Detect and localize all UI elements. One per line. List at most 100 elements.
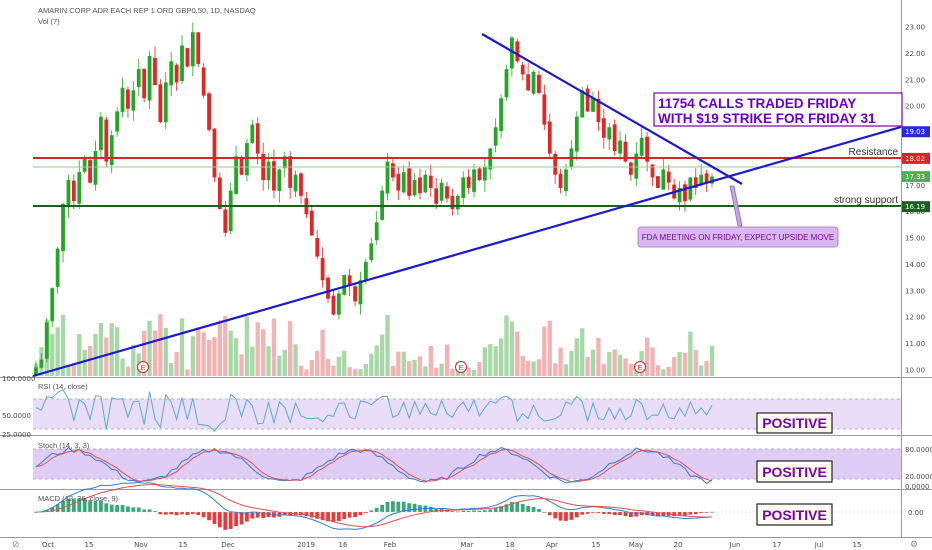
price-axis[interactable]: 23.0022.0021.0020.0019.0018.0017.0016.00…	[905, 24, 925, 375]
earnings-marker[interactable]: E	[634, 361, 646, 373]
volume-bar	[666, 366, 671, 376]
macd-histogram-bar	[553, 512, 558, 519]
price-pane[interactable]	[33, 0, 901, 378]
callout-pointer	[729, 185, 743, 227]
candle-body	[61, 203, 65, 252]
volume-bar	[185, 369, 190, 376]
candle-body	[250, 124, 255, 143]
time-axis[interactable]: Oct 15 Nov 15 Dec 2019 16 Feb Mar 18 Apr 15 May 20 Jun…	[42, 541, 862, 549]
calls-callout-box[interactable]	[653, 92, 903, 127]
candle-body	[418, 177, 422, 194]
macd-histogram-bar	[374, 507, 379, 512]
volume-bar	[244, 316, 250, 376]
macd-histogram-bar	[136, 507, 141, 512]
candle-body	[34, 367, 38, 376]
candle-body	[293, 174, 298, 192]
candle-body	[358, 280, 363, 305]
candle-body	[601, 118, 606, 138]
volume-bar	[109, 323, 114, 376]
macd-histogram-bar	[401, 501, 406, 512]
macd-histogram-bar	[618, 512, 622, 516]
volume-bar	[401, 351, 406, 376]
earnings-marker[interactable]: E	[455, 361, 467, 373]
stoch-k-line	[35, 446, 713, 485]
macd-histogram-bar	[55, 504, 60, 512]
earnings-marker[interactable]: E	[137, 361, 149, 373]
volume-bar	[347, 367, 352, 376]
macd-histogram-bar	[304, 512, 309, 517]
volume-bar	[131, 344, 136, 376]
volume-bar	[239, 354, 244, 376]
candle-body	[482, 166, 487, 181]
settings-gear-icon[interactable]: ⚙	[910, 540, 918, 550]
candle-body	[439, 182, 444, 201]
macd-histogram-bar	[677, 512, 682, 516]
volume-bar	[255, 322, 260, 376]
price-tick: 10.00	[905, 367, 925, 375]
macd-histogram-bar	[153, 511, 157, 512]
macd-histogram-bar	[520, 503, 525, 512]
candle-body	[428, 175, 433, 188]
rsi-line	[35, 388, 713, 432]
fda-callout-box[interactable]	[637, 226, 839, 248]
volume-bar	[450, 368, 455, 376]
volume-bar	[217, 320, 223, 376]
candle-body	[315, 237, 320, 257]
svg-text:E: E	[638, 365, 643, 372]
calls-callout-line1: 11754 CALLS TRADED FRIDAY	[658, 96, 856, 111]
candle-body	[93, 151, 98, 185]
time-tick: 15	[853, 541, 862, 549]
volume-bar	[682, 352, 688, 376]
volume-bar	[288, 321, 293, 376]
volume-bar	[66, 365, 71, 376]
macd-histogram-bar	[391, 501, 395, 512]
candle-body	[104, 119, 109, 162]
macd-histogram-bar	[239, 512, 244, 525]
macd-histogram-bar	[710, 511, 714, 513]
uptrend-line[interactable]	[32, 125, 902, 378]
macd-histogram-bar	[347, 512, 352, 518]
macd-histogram-bar	[650, 512, 655, 516]
candle-body	[423, 174, 428, 193]
macd-histogram-bar	[336, 512, 341, 522]
volume-bar	[585, 357, 590, 376]
volume-bar	[363, 363, 369, 376]
time-tick: 20	[674, 541, 683, 549]
volume-bar	[709, 346, 715, 376]
candle-body	[574, 116, 579, 152]
stoch-band	[33, 449, 901, 479]
macd-histogram-bar	[261, 512, 266, 518]
candle-body	[55, 248, 60, 287]
volume-label: Vol (7)	[38, 17, 60, 26]
candle-body	[147, 56, 152, 101]
price-badges: 19.03 18.02 17.33 16.19	[902, 126, 930, 213]
macd-histogram-bar	[623, 512, 628, 517]
candle-body	[201, 67, 206, 96]
candle-body	[174, 65, 179, 83]
volume-bar	[390, 365, 396, 376]
volume-bar	[531, 361, 536, 376]
macd-histogram-bar	[493, 508, 498, 512]
candle-body	[558, 173, 563, 188]
macd-histogram-bar	[504, 504, 509, 512]
macd-histogram-bar	[477, 510, 482, 512]
volume-bar	[563, 364, 569, 376]
macd-histogram-bar	[580, 512, 585, 515]
zoom-icon[interactable]: ⊘	[12, 540, 20, 550]
candle-body	[336, 293, 341, 315]
macd-histogram-bar	[661, 512, 666, 516]
candle-body	[331, 295, 336, 315]
macd-histogram-bar	[34, 512, 38, 513]
macd-histogram-bar	[234, 512, 238, 527]
volume-bar	[179, 318, 185, 376]
volume-bar	[147, 320, 152, 376]
macd-histogram-bar	[526, 505, 531, 512]
downtrend-line[interactable]	[481, 33, 743, 185]
macd-histogram-bar	[574, 512, 579, 518]
candle-body	[363, 261, 368, 281]
macd-histogram-bar	[331, 512, 336, 523]
macd-histogram-bar	[488, 509, 493, 512]
rsi-tick: 25.0000	[2, 431, 31, 439]
macd-histogram-bar	[596, 512, 601, 513]
